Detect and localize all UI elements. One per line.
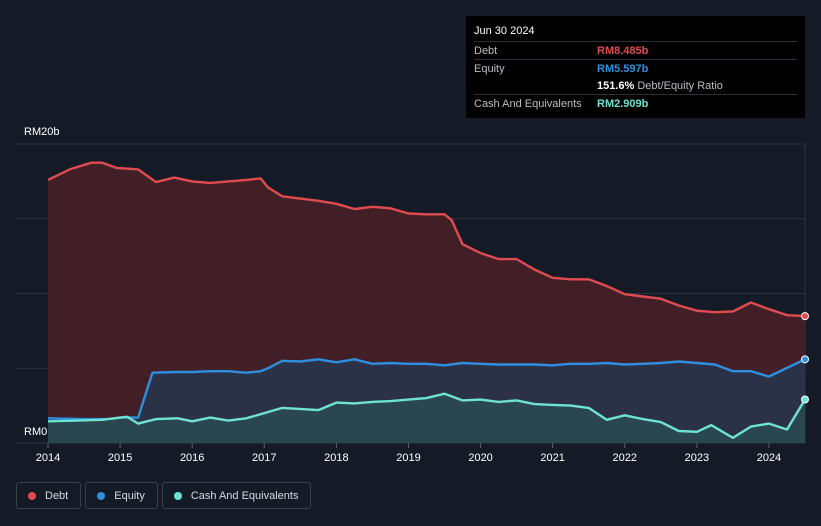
legend-item-debt[interactable]: Debt xyxy=(16,482,82,509)
line-equity xyxy=(47,358,806,421)
x-tick-label-2014: 2014 xyxy=(36,452,60,464)
equity-dot-icon xyxy=(97,491,106,500)
tooltip-equity-row: Equity RM5.597b xyxy=(474,59,797,77)
x-tick-label-2020: 2020 xyxy=(468,452,492,464)
x-tick-label-2019: 2019 xyxy=(396,452,420,464)
legend-equity-label: Equity xyxy=(114,489,145,502)
chart-end-markers xyxy=(801,312,809,404)
debt-dot-icon xyxy=(28,491,36,500)
tooltip-equity-label: Equity xyxy=(474,62,505,75)
tooltip-cash-label: Cash And Equivalents xyxy=(474,97,582,110)
tooltip-equity-value: RM5.597b xyxy=(597,62,649,75)
cash-dot-icon xyxy=(173,491,182,500)
tooltip-debt-label: Debt xyxy=(474,44,498,57)
tooltip-cash-row: Cash And Equivalents RM2.909b xyxy=(474,94,797,112)
x-axis-ticks: 2014 2015 2016 2017 2018 2019 2020 2021 2022 2023… xyxy=(36,443,781,464)
chart-areas xyxy=(48,162,805,443)
chart-lines xyxy=(47,161,807,439)
marker-debt xyxy=(801,312,809,321)
line-cash xyxy=(47,392,807,439)
area-cash xyxy=(48,393,805,443)
marker-cash xyxy=(801,395,809,404)
x-tick-label-2015: 2015 xyxy=(108,452,132,464)
legend-item-cash[interactable]: Cash And Equivalents xyxy=(161,482,312,509)
x-tick-label-2022: 2022 xyxy=(613,452,637,464)
tooltip-debt-row: Debt RM8.485b xyxy=(474,41,797,59)
y-axis-bottom-label: RM0 xyxy=(24,426,47,438)
x-tick-label-2017: 2017 xyxy=(252,452,276,464)
tooltip-date: Jun 30 2024 xyxy=(474,25,535,37)
legend-debt-label: Debt xyxy=(45,489,69,502)
tooltip-ratio-label: Debt/Equity Ratio xyxy=(637,79,723,92)
x-tick-label-2021: 2021 xyxy=(540,452,564,464)
chart-legend: Debt Equity Cash And Equivalents xyxy=(16,482,315,509)
x-tick-label-2016: 2016 xyxy=(180,452,204,464)
tooltip-ratio-row: 151.6% Debt/Equity Ratio xyxy=(474,77,797,94)
legend-item-equity[interactable]: Equity xyxy=(85,482,158,509)
legend-cash-label: Cash And Equivalents xyxy=(190,489,299,502)
tooltip-cash-value: RM2.909b xyxy=(597,97,649,110)
x-tick-label-2023: 2023 xyxy=(685,452,709,464)
x-tick-label-2024: 2024 xyxy=(757,452,781,464)
line-debt xyxy=(47,161,806,318)
x-tick-label-2018: 2018 xyxy=(324,452,348,464)
marker-equity xyxy=(801,355,809,364)
tooltip-debt-value: RM8.485b xyxy=(597,44,649,57)
tooltip-panel: Jun 30 2024 Debt RM8.485b Equity RM5.597… xyxy=(466,16,805,118)
tooltip-ratio-value: 151.6% xyxy=(597,79,635,92)
y-axis-top-label: RM20b xyxy=(24,126,59,138)
